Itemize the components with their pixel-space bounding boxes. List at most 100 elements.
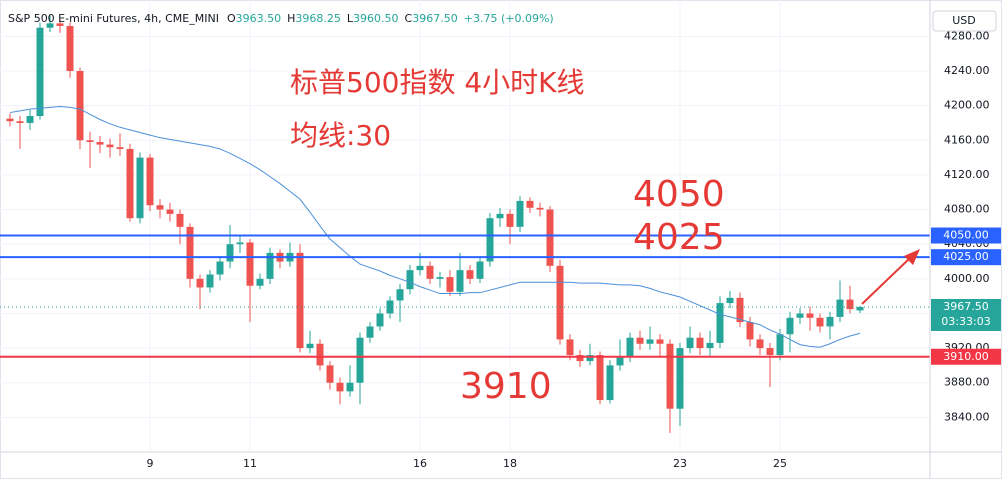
candle-body xyxy=(146,157,154,206)
x-tick-label: 25 xyxy=(773,457,787,470)
candle-body xyxy=(206,274,214,288)
candle-body xyxy=(66,25,74,72)
y-tick-label: 4120.00 xyxy=(944,168,990,181)
candle-body xyxy=(526,200,534,208)
x-tick-label: 23 xyxy=(673,457,687,470)
ohlc-label: L xyxy=(347,12,354,25)
candle-body xyxy=(796,313,804,318)
candle-body xyxy=(676,348,684,409)
arrow-head xyxy=(904,249,920,265)
candle-body xyxy=(316,343,324,366)
candle-body xyxy=(436,277,444,279)
candle-body xyxy=(136,157,144,219)
price-tag-label: 4050.00 xyxy=(943,229,989,242)
candle-body xyxy=(626,337,634,357)
candle-body xyxy=(186,226,194,279)
candle-body xyxy=(756,339,764,349)
candle-body xyxy=(356,337,364,383)
candle-body xyxy=(446,277,454,292)
y-tick-label: 4240.00 xyxy=(944,64,990,77)
arrow xyxy=(861,249,920,305)
candle-body xyxy=(566,339,574,356)
candle-body xyxy=(746,322,754,340)
countdown: 03:33:03 xyxy=(941,315,990,328)
candle-body xyxy=(386,300,394,314)
x-tick-label: 18 xyxy=(503,457,517,470)
candle-body xyxy=(246,242,254,286)
candle-body xyxy=(576,355,584,362)
candle-body xyxy=(826,316,834,327)
candle-body xyxy=(856,306,864,311)
candle-body xyxy=(26,116,34,123)
x-tick-label: 16 xyxy=(413,457,427,470)
candle-body xyxy=(96,142,104,145)
candle-body xyxy=(166,209,174,214)
candle-body xyxy=(786,317,794,335)
candle-body xyxy=(836,299,844,317)
price-tag-label: 4025.00 xyxy=(943,250,989,263)
candle-body xyxy=(646,339,654,344)
candle-body xyxy=(506,213,514,227)
candle-body xyxy=(16,121,24,123)
annotation-level: 4025 xyxy=(633,217,725,258)
arrow-shaft xyxy=(861,257,911,305)
candle-body xyxy=(106,144,114,148)
candle-body xyxy=(56,23,64,26)
grid xyxy=(0,0,930,452)
currency: USD xyxy=(952,14,976,27)
candle-body xyxy=(466,270,474,279)
candle-body xyxy=(486,218,494,262)
candle-body xyxy=(406,270,414,290)
candle-body xyxy=(336,382,344,392)
candle-body xyxy=(606,365,614,401)
candle-body xyxy=(726,297,734,304)
ohlc-value: 3960.50 xyxy=(353,12,399,25)
moving-average xyxy=(9,106,861,348)
candle-body xyxy=(776,334,784,356)
candle-body xyxy=(396,289,404,301)
candle-body xyxy=(266,252,274,279)
currency-box[interactable] xyxy=(932,10,997,32)
candle-body xyxy=(226,244,234,262)
y-tick-label: 3840.00 xyxy=(944,410,990,423)
annotation-ma: 均线:30 xyxy=(290,119,391,152)
candle-body xyxy=(216,261,224,275)
candle-body xyxy=(256,278,264,286)
candle-body xyxy=(366,326,374,338)
candle-body xyxy=(236,242,244,245)
candle-body xyxy=(716,303,724,343)
candle-body xyxy=(376,313,384,327)
y-tick-label: 4280.00 xyxy=(944,29,990,42)
x-tick-label: 9 xyxy=(147,457,154,470)
candle-body xyxy=(706,342,714,349)
x-tick-label: 11 xyxy=(243,457,257,470)
change: +3.75 (+0.09%) xyxy=(464,12,554,25)
candle-body xyxy=(596,355,604,401)
annotation-level: 3910 xyxy=(460,366,552,407)
candle-body xyxy=(176,213,184,227)
last-price-tag xyxy=(931,298,1001,331)
candle-body xyxy=(586,355,594,362)
candle-body xyxy=(86,140,94,143)
y-tick-label: 4200.00 xyxy=(944,99,990,112)
candle-body xyxy=(346,382,354,392)
price-tag xyxy=(931,227,1001,244)
candle-body xyxy=(76,71,84,141)
price-tag-label: 3910.00 xyxy=(943,350,989,363)
price-axis: 3840.003880.003920.003960.004000.004040.… xyxy=(931,29,1001,423)
y-tick-label: 4080.00 xyxy=(944,203,990,216)
candle-body xyxy=(616,356,624,366)
candle-body xyxy=(766,348,774,356)
candle-body xyxy=(816,317,824,327)
candle-body xyxy=(516,200,524,227)
candle-body xyxy=(416,265,424,271)
candle-body xyxy=(696,337,704,349)
candle-body xyxy=(296,252,304,349)
last-price-label: 3967.50 xyxy=(943,300,989,313)
legend-header: S&P 500 E-mini Futures, 4h, CME_MINI O396… xyxy=(8,12,554,25)
candle-body xyxy=(156,205,164,210)
candle-body xyxy=(326,365,334,383)
